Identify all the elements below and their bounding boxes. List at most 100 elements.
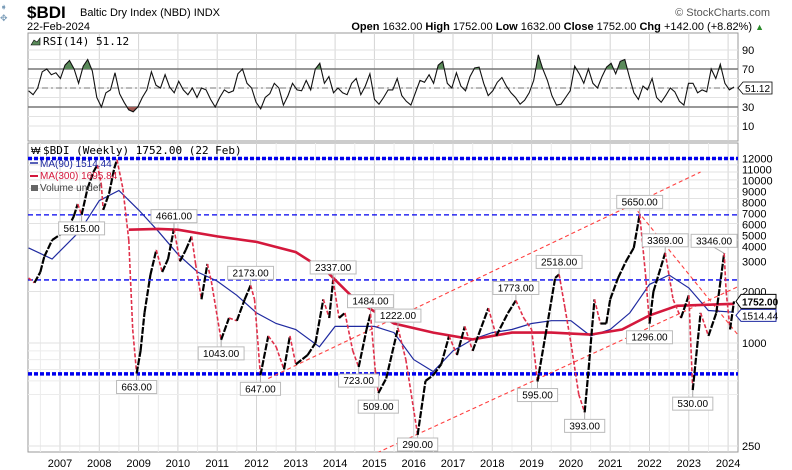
price-panel: [28, 156, 738, 452]
annotation-box: [374, 308, 422, 323]
price-legend-title: $BDI (Weekly) 1752.00 (22 Feb): [43, 144, 242, 157]
rsi-overbought-fill: [28, 54, 734, 69]
annotation-box: [239, 381, 282, 396]
price-bar: [289, 335, 297, 365]
value-tags: 51.12 1752.00 1514.44: [735, 81, 779, 322]
annotation-label: 1773.00: [498, 283, 535, 294]
annotation-box: [564, 418, 606, 433]
x-tick-label: 2024: [716, 458, 740, 470]
price-y-tick-label: 12000: [742, 153, 773, 165]
price-bar: [33, 271, 42, 284]
price-bar: [728, 301, 736, 330]
high-label: High: [425, 21, 450, 33]
chg-value: +142.00 (+8.82%): [663, 21, 753, 33]
annotation-box: [492, 280, 540, 295]
rsi-y-tick-label: 10: [742, 121, 754, 133]
annotations: 5615.00 4661.00 663.00 1043.00 2173.00 647.00…: [58, 194, 738, 452]
price-bar: [487, 307, 497, 337]
price-bar: [352, 350, 360, 368]
x-tick-label: 2010: [166, 458, 190, 470]
annotation-box: [516, 388, 559, 403]
price-bar: [617, 260, 627, 279]
price-bar: [127, 240, 134, 330]
annotation-box: [58, 221, 106, 236]
price-bar: [116, 159, 124, 189]
ma300-legend: MA(300) 1695.84: [40, 171, 118, 182]
price-y-tick-label: 4000: [742, 241, 766, 253]
open-label: Open: [351, 21, 380, 33]
price-bar: [679, 294, 690, 319]
price-bar: [39, 256, 46, 273]
ohlc-summary: Open 1632.00 High 1752.00 Low 1632.00 Cl…: [351, 21, 764, 33]
arrow-right-icon[interactable]: ➧: [0, 2, 8, 12]
x-tick-label: 2017: [441, 458, 465, 470]
ticker-symbol: $BDI: [27, 3, 66, 22]
annotation-box: [535, 254, 583, 269]
rsi-y-tick-label: 70: [742, 64, 754, 76]
move-icon[interactable]: ✥: [0, 13, 8, 23]
price-bar: [495, 312, 509, 337]
annotation-label: 3346.00: [696, 236, 733, 247]
price-bar: [432, 363, 443, 376]
open-value: 1632.00: [382, 21, 423, 33]
low-value: 1632.00: [520, 21, 561, 33]
x-tick-label: 2009: [126, 458, 150, 470]
price-y-tick-label: 7000: [742, 208, 766, 220]
annotation-box: [309, 260, 357, 275]
price-bar: [173, 228, 181, 262]
price-bar: [715, 253, 726, 314]
up-arrow-icon: ▲: [755, 22, 764, 32]
price-y-tick-label: 3000: [742, 256, 766, 268]
price-bar: [515, 300, 525, 319]
annotation-label: 647.00: [245, 384, 276, 395]
price-bar: [96, 164, 103, 185]
annotation-box: [227, 265, 275, 280]
price-bar: [699, 312, 710, 337]
chart-date: 22-Feb-2024: [27, 21, 90, 33]
price-bar: [570, 342, 580, 395]
price-bar: [149, 249, 158, 276]
price-bar: [507, 299, 517, 314]
last-price-tag-box: [735, 293, 777, 309]
price-bar: [322, 299, 330, 319]
annotation-box: [150, 209, 198, 224]
x-tick-label: 2016: [401, 458, 425, 470]
price-bar: [113, 159, 119, 169]
price-bar: [143, 274, 152, 314]
low-label: Low: [495, 21, 518, 33]
rsi-value-tag: 51.12: [745, 84, 770, 95]
price-bar: [707, 312, 718, 337]
annotation-box: [116, 380, 158, 395]
rsi-y-tick-label: 30: [742, 102, 754, 114]
price-y-tick-label: 10000: [742, 175, 773, 187]
price-bar: [464, 326, 474, 352]
annotation-label: 2337.00: [315, 263, 352, 274]
rsi-panel: [28, 54, 738, 113]
x-tick-label: 2018: [480, 458, 504, 470]
annotation-label: 663.00: [121, 383, 152, 394]
price-y-tick-label: 6000: [742, 219, 766, 231]
price-bar: [178, 249, 187, 262]
annotation-label: 1296.00: [631, 333, 668, 344]
price-bar: [282, 335, 291, 370]
price-bar: [374, 369, 380, 394]
price-bar: [161, 258, 170, 273]
price-bar: [377, 377, 388, 394]
price-bar: [424, 374, 435, 382]
price-bar: [28, 277, 35, 284]
annotation-label: 723.00: [343, 376, 374, 387]
price-bar: [166, 228, 176, 260]
annotation-label: 1043.00: [203, 349, 240, 360]
price-bar: [328, 279, 335, 319]
price-bar: [86, 171, 95, 189]
price-bar: [243, 284, 252, 300]
price-bar: [338, 312, 346, 319]
price-bar: [135, 350, 142, 374]
annotation-box: [397, 437, 439, 452]
annotation-label: 509.00: [363, 402, 394, 413]
price-bar: [249, 285, 256, 300]
x-tick-label: 2014: [323, 458, 347, 470]
price-bar: [295, 354, 309, 366]
price-bar: [448, 335, 458, 356]
price-bar: [544, 277, 557, 337]
